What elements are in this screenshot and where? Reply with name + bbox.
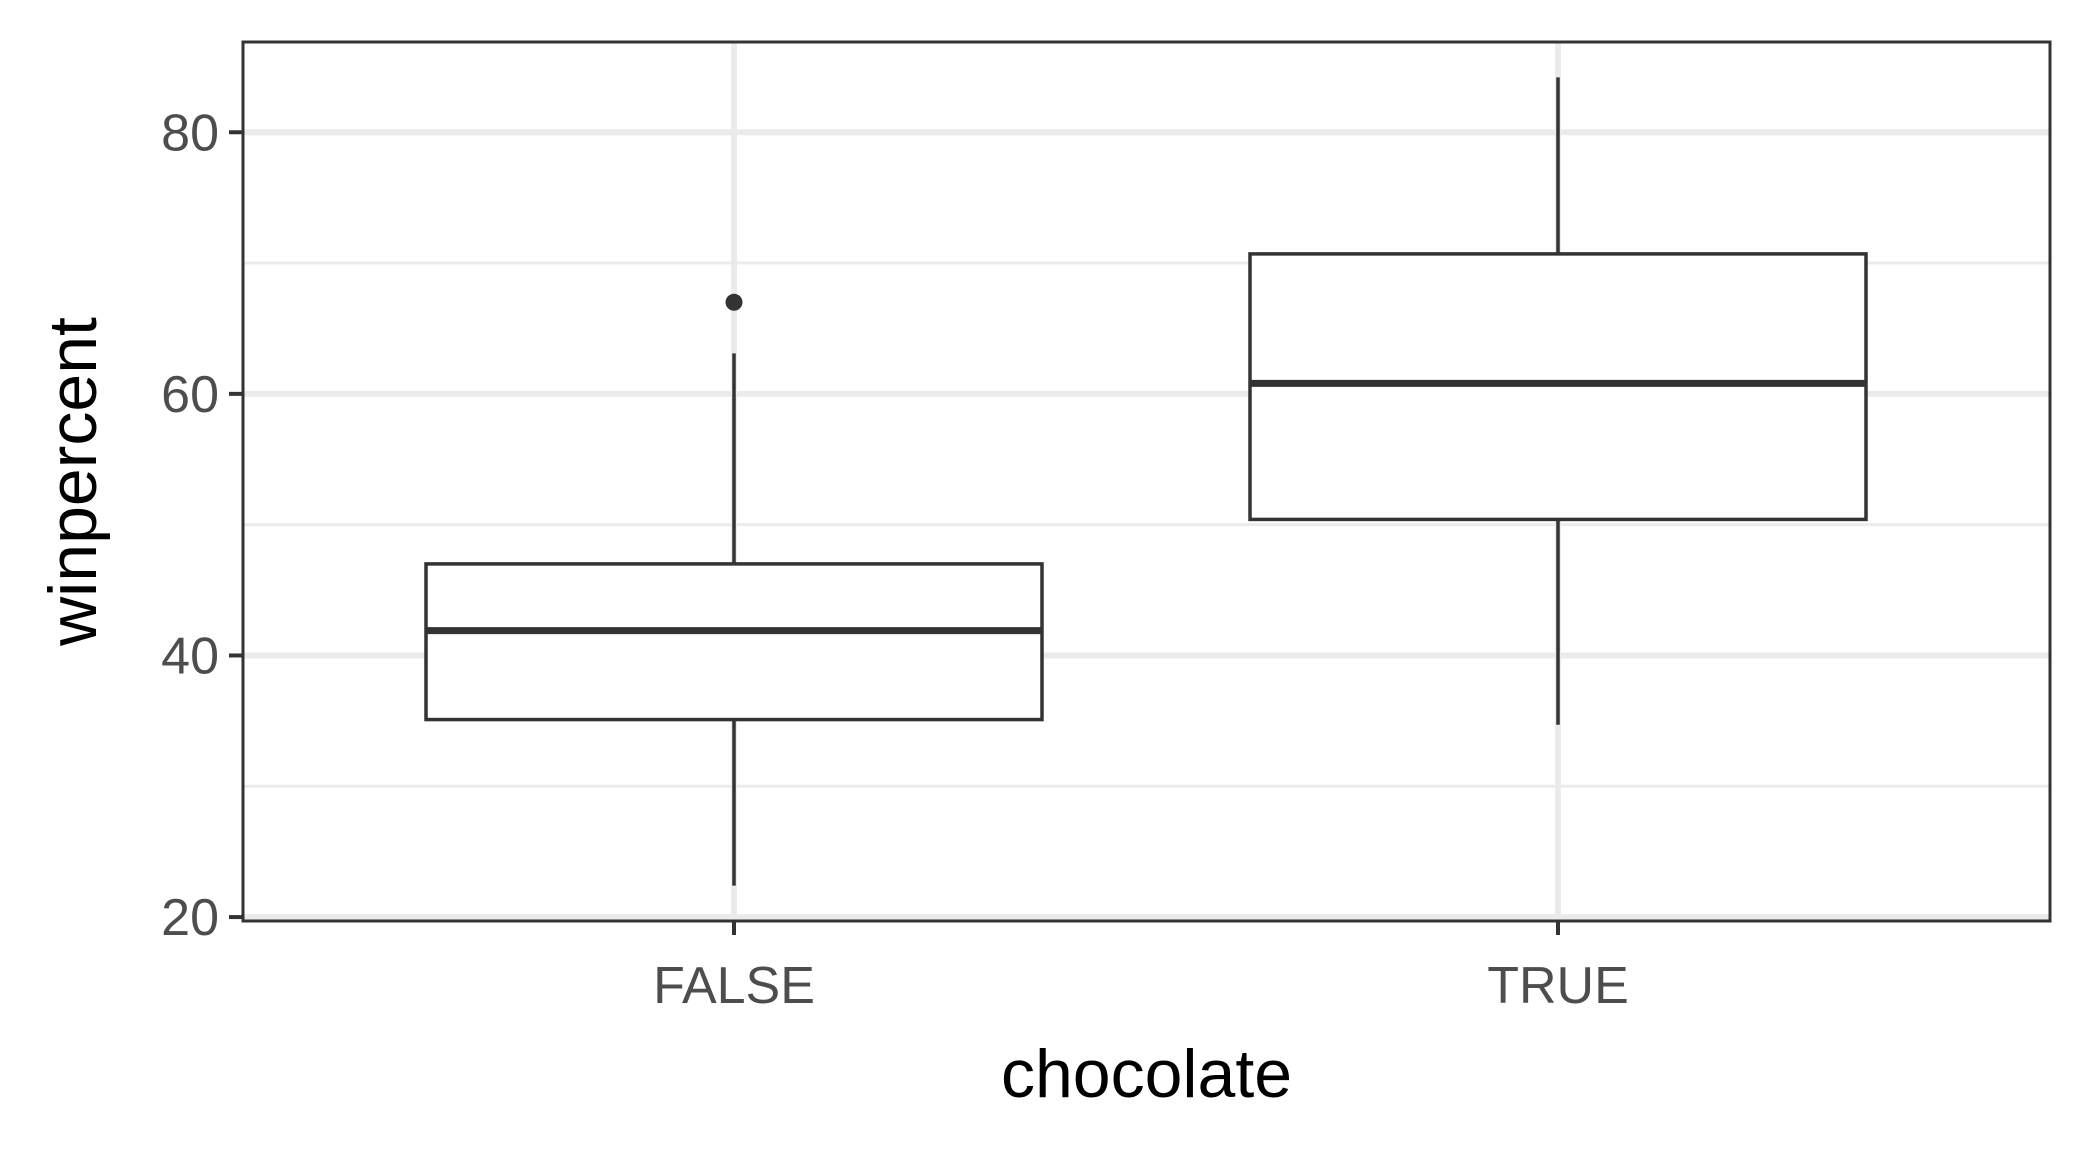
y-tick-label: 80	[161, 104, 219, 162]
outlier-point	[725, 293, 743, 311]
box-iqr	[424, 562, 1044, 722]
axis-ticks: 20 40 60 80 FALSE TRUE	[161, 104, 1629, 1015]
panel-border	[241, 40, 2052, 923]
y-tick-label: 60	[161, 366, 219, 424]
y-axis-title: winpercent	[35, 317, 111, 647]
y-tick-label: 40	[161, 627, 219, 685]
box-group-true	[1248, 77, 1868, 725]
x-axis-title: chocolate	[1001, 1036, 1292, 1112]
y-tick-label: 20	[161, 889, 219, 947]
box-group-false	[424, 293, 1044, 886]
boxes	[424, 77, 1868, 886]
x-tick-label: TRUE	[1487, 957, 1629, 1015]
x-tick-label: FALSE	[653, 957, 815, 1015]
